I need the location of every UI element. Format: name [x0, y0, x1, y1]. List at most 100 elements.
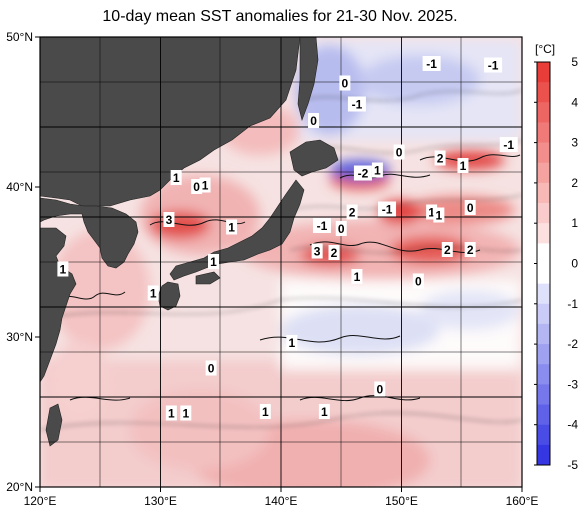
colorbar-swatch [537, 203, 550, 224]
contour-label: -1 [422, 56, 441, 71]
colorbar-swatch [537, 444, 550, 466]
colorbar-tick-label: -2 [567, 337, 578, 351]
china-landmass [40, 227, 77, 383]
contour-label-box [412, 273, 424, 289]
contour-label-text: 1 [150, 287, 157, 301]
contour-label-box [434, 150, 446, 166]
lon-tick-label: 120°E [24, 494, 57, 508]
contour-label-box [441, 242, 453, 257]
contour-label: 1 [426, 204, 438, 220]
contour-label: 1 [180, 405, 192, 421]
contour-label: 0 [335, 221, 347, 236]
contour-label: 1 [170, 170, 182, 185]
contour-label-box [199, 177, 211, 193]
contour-label: 2 [441, 242, 453, 257]
contour-label-text: 1 [228, 221, 235, 235]
contour-label-box [180, 405, 192, 421]
contour-label: -1 [484, 57, 503, 73]
contour-label-text: 0 [342, 77, 349, 91]
contour-label-box [433, 207, 445, 223]
colorbar-swatch [537, 223, 550, 244]
contour-label: 2 [328, 245, 340, 260]
colorbar-tick-label: -4 [567, 418, 578, 432]
contour-label: 0 [308, 113, 320, 128]
contour-label: 1 [318, 404, 330, 419]
contour-label-box [374, 381, 386, 397]
contour-label-box [226, 219, 238, 235]
colorbar-swatch [537, 344, 550, 365]
contour-label-box [208, 254, 220, 269]
contour-label-text: 0 [396, 146, 403, 160]
contour-label-box [499, 137, 518, 152]
contour-label-box [286, 335, 298, 350]
contour-label-text: 1 [182, 407, 189, 421]
contour-label: 1 [457, 158, 469, 173]
contour-label-box [464, 242, 476, 257]
contour-label-box [328, 245, 340, 260]
contour-label-text: 3 [314, 245, 321, 259]
contour-label-text: 0 [310, 114, 317, 128]
map-axes: 120°E 130°E 140°E 150°E 160°E 20°N 30°N 40°N 50°… [6, 30, 538, 508]
colorbar-swatch [537, 364, 550, 385]
contour-label-box [335, 221, 347, 236]
contour-label: 0 [393, 144, 405, 160]
colorbar-unit: [°C] [535, 42, 555, 56]
colorbar-swatch [537, 102, 550, 123]
contour-label: 3 [311, 243, 323, 259]
contour-label: 1 [199, 177, 211, 193]
contour-label: 3 [163, 212, 175, 227]
contour-label-box [347, 96, 366, 112]
contour-label-box [393, 144, 405, 160]
contour-label-box [426, 204, 438, 220]
contour-label-box [170, 170, 182, 185]
colorbar-tick-label: 1 [571, 216, 578, 230]
contour-label-text: 1 [202, 179, 209, 193]
lon-tick-label: 160°E [506, 494, 539, 508]
contour-label-box [311, 243, 323, 259]
colorbar-tick-label: -1 [567, 297, 578, 311]
colorbar-tick-label: 2 [571, 176, 578, 190]
contour-label-text: -1 [503, 138, 514, 152]
lat-tick-label: 30°N [6, 330, 33, 344]
contour-label-text: 2 [437, 152, 444, 166]
honshu-landmass [169, 179, 305, 281]
contour-label-box [165, 405, 177, 421]
contour-label: 0 [464, 200, 476, 215]
contour-label-text: 1 [374, 164, 381, 178]
contour-label: 1 [147, 285, 159, 301]
contour-label-text: 1 [436, 209, 443, 223]
contour-label: 0 [205, 360, 217, 376]
contour-label: 1 [286, 335, 298, 350]
colorbar: [°C] 5 4 3 2 1 0 -1 -2 -3 -4 -5 [534, 42, 578, 472]
contour-label-box [312, 218, 331, 233]
contour-label: -1 [347, 96, 366, 112]
contour-label-box [378, 201, 397, 217]
contour-label-text: -2 [358, 167, 369, 181]
lon-tick-label: 150°E [385, 494, 418, 508]
shikoku-landmass [195, 271, 221, 285]
contour-label: 1 [226, 219, 238, 235]
contour-label-text: 3 [166, 213, 173, 227]
colorbar-swatch [537, 404, 550, 426]
contour-label-box [464, 200, 476, 215]
colorbar-swatch [537, 283, 550, 305]
contour-label: 0 [339, 75, 351, 91]
contour-label: -1 [499, 137, 518, 152]
contour-label-box [457, 158, 469, 173]
colorbar-swatch [537, 384, 550, 406]
contour-label-text: 1 [173, 171, 180, 185]
contour-label-text: -1 [317, 219, 328, 233]
contour-label-text: 0 [415, 275, 422, 289]
contour-label-text: -1 [382, 203, 393, 217]
colorbar-swatch [537, 182, 550, 204]
colorbar-swatch [537, 82, 550, 103]
contour-label-text: -1 [488, 59, 499, 73]
sakhalin-landmass [297, 37, 319, 122]
contour-label-text: 2 [467, 243, 474, 257]
contour-label-text: -1 [426, 57, 437, 71]
contour-label-text: 1 [168, 407, 175, 421]
colorbar-swatch [537, 142, 550, 164]
contour-label-box [57, 261, 69, 277]
